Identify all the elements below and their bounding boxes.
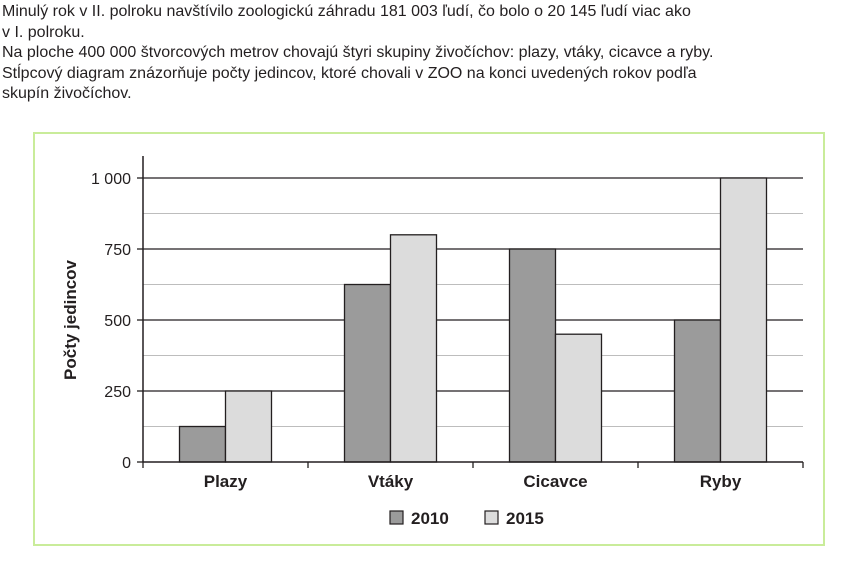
bar-2015-plazy [224, 390, 273, 463]
bar-2010-ryby [673, 319, 722, 463]
legend-label-2015: 2015 [506, 509, 544, 528]
intro-text: Minulý rok v II. polroku navštívilo zool… [2, 2, 852, 105]
bar-2015-vtáky [389, 234, 438, 463]
y-tick-label: 250 [104, 384, 131, 401]
x-category-label: Ryby [700, 472, 742, 491]
bar-2015-ryby [719, 177, 768, 463]
legend-swatch-2010 [389, 510, 404, 525]
bar-2010-plazy [178, 425, 227, 463]
y-tick-label: 1 000 [91, 171, 131, 188]
x-category-label: Plazy [204, 472, 248, 491]
y-axis-title: Počty jedincov [61, 259, 80, 380]
intro-line-3: Na ploche 400 000 štvorcových metrov cho… [2, 44, 714, 61]
bar-chart: 0 250 500 750 1 000 Plazy Vtáky Cicavce Ryby Počt… [61, 156, 804, 528]
x-category-label: Cicavce [523, 472, 587, 491]
y-tick-label: 0 [122, 455, 131, 472]
legend-swatch-2015 [484, 510, 499, 525]
bar-2015-cicavce [554, 333, 603, 463]
legend-label-2010: 2010 [411, 509, 449, 528]
bar-2010-vtáky [343, 283, 392, 463]
chart-frame: 0 250 500 750 1 000 Plazy Vtáky Cicavce Ryby Počt… [33, 132, 825, 546]
bar-2010-cicavce [508, 248, 557, 463]
y-tick-label: 500 [104, 313, 131, 330]
x-category-label: Vtáky [368, 472, 414, 491]
intro-line-4: Stĺpcový diagram znázorňuje počty jedinc… [2, 64, 697, 82]
intro-line-2: v I. polroku. [2, 23, 85, 41]
intro-line-1: Minulý rok v II. polroku navštívilo zool… [2, 3, 691, 20]
intro-line-5: skupín živočíchov. [2, 85, 132, 102]
y-tick-label: 750 [104, 242, 131, 259]
